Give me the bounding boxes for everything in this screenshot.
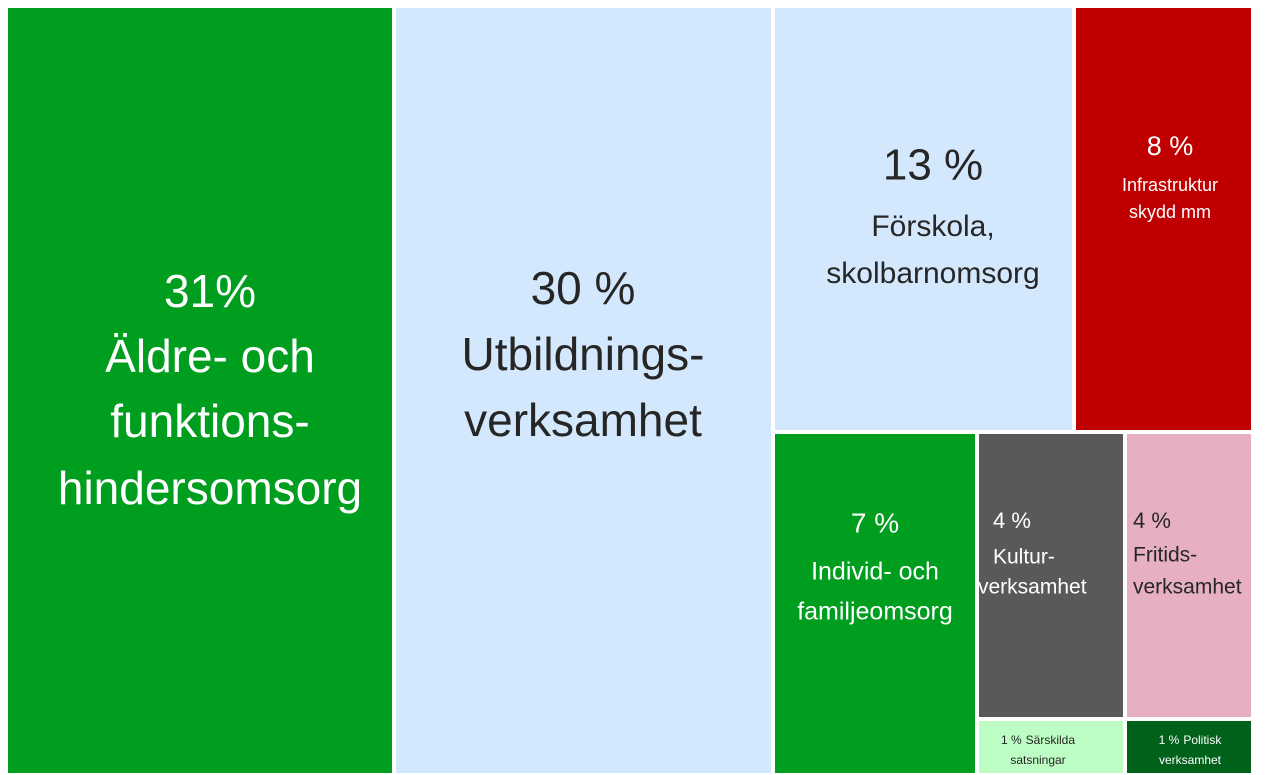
- treemap-tile: [1127, 434, 1251, 717]
- category-label: Förskola,: [871, 210, 994, 243]
- category-label: satsningar: [1010, 753, 1065, 767]
- category-label: Utbildnings-: [462, 328, 705, 380]
- category-label: Äldre- och: [105, 330, 315, 382]
- category-label: skydd mm: [1129, 202, 1211, 222]
- category-label: skolbarnomsorg: [826, 257, 1039, 290]
- category-label: verksamhet: [978, 576, 1087, 599]
- category-label: Individ- och: [811, 558, 939, 586]
- value-label: 1 %: [1159, 733, 1180, 747]
- tile-label: 1 % Politisk: [1159, 733, 1223, 747]
- category-label: verksamhet: [1133, 576, 1242, 599]
- value-label: 13 %: [883, 141, 983, 190]
- value-label: 8 %: [1147, 131, 1194, 161]
- value-label: 7 %: [851, 507, 899, 538]
- category-label: verksamhet: [1159, 753, 1222, 767]
- treemap-tile: [979, 434, 1123, 717]
- category-label: Politisk: [1183, 733, 1222, 747]
- category-label: Särskilda: [1026, 733, 1076, 747]
- category-label: Fritids-: [1133, 544, 1197, 567]
- category-label: verksamhet: [464, 394, 702, 446]
- treemap-tile: [979, 721, 1123, 773]
- category-label: hindersomsorg: [58, 462, 362, 514]
- value-label: 31%: [164, 265, 256, 317]
- treemap-tile: [1127, 721, 1251, 773]
- treemap-tile: [396, 8, 771, 773]
- treemap-tile: [775, 434, 975, 773]
- value-label: 30 %: [531, 262, 636, 314]
- category-label: Kultur-: [993, 546, 1055, 569]
- treemap-tile: [8, 8, 392, 773]
- category-label: familjeomsorg: [797, 598, 953, 626]
- tile-label: 1 % Särskilda: [1001, 733, 1075, 747]
- category-label: funktions-: [110, 395, 309, 447]
- treemap-tile: [1076, 8, 1251, 430]
- value-label: 4 %: [1133, 508, 1171, 533]
- value-label: 4 %: [993, 508, 1031, 533]
- category-label: Infrastruktur: [1122, 175, 1218, 195]
- treemap-tile: [775, 8, 1072, 430]
- value-label: 1 %: [1001, 733, 1022, 747]
